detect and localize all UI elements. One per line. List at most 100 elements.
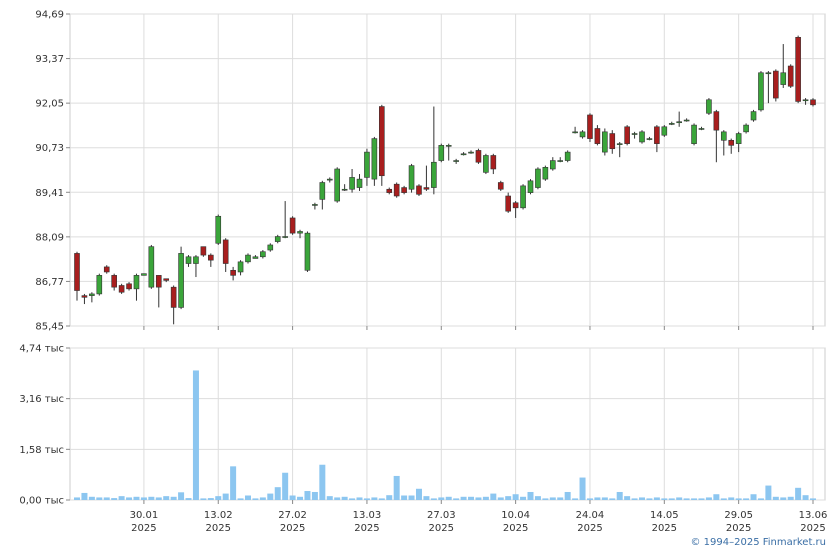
candle-body (765, 72, 772, 75)
candle-body (661, 126, 668, 136)
candle-body (200, 246, 207, 256)
candle-body (118, 285, 125, 293)
x-tick-label: 27.02 2025 (278, 510, 307, 534)
volume-bar (661, 498, 668, 500)
candle-body (215, 215, 222, 244)
volume-bar (148, 496, 155, 500)
y-tick-label: 4,74 тыс (19, 344, 64, 355)
candle-body (170, 286, 177, 308)
volume-bar (557, 497, 564, 500)
candle-body (237, 261, 244, 273)
volume-bar (230, 466, 237, 500)
volume-bar (468, 496, 475, 500)
volume-bar (579, 477, 586, 500)
candle-body (549, 160, 556, 170)
volume-bar (765, 485, 772, 500)
volume-bar (341, 496, 348, 500)
candle-body (631, 133, 638, 135)
candle-body (334, 168, 341, 202)
candle-body (438, 145, 445, 161)
volume-bar (371, 497, 378, 500)
candle-body (720, 131, 727, 141)
candle-body (802, 99, 809, 102)
candle-body (252, 256, 259, 259)
candle-body (133, 275, 140, 290)
candle-body (735, 133, 742, 144)
x-tick-label: 30.01 2025 (130, 510, 159, 534)
candle-body (773, 70, 779, 99)
volume-bar (349, 498, 356, 500)
volume-bar (200, 498, 207, 500)
x-tick-label: 13.02 2025 (204, 510, 233, 534)
candle-body (312, 204, 318, 206)
candle-body (475, 150, 482, 163)
candle-body (728, 139, 735, 146)
candle-body (564, 151, 571, 161)
volume-bar (438, 497, 445, 500)
candle-body (713, 111, 720, 131)
volume-bar (155, 497, 162, 500)
candle-body (393, 183, 400, 197)
candle-body (535, 168, 541, 188)
candle-body (445, 145, 452, 147)
candle-body (683, 119, 690, 122)
y-tick-label: 94,69 (35, 10, 64, 21)
y-tick-label: 0,00 тыс (19, 496, 64, 507)
candle-body (408, 165, 415, 190)
volume-bar (430, 498, 437, 500)
volume-bar (126, 497, 133, 500)
y-tick-label: 93,37 (35, 54, 64, 65)
volume-bar (378, 498, 385, 500)
volume-bar (74, 497, 80, 500)
candle-body (453, 160, 459, 162)
volume-bar (668, 498, 675, 500)
volume-bar (237, 498, 244, 500)
volume-bar (356, 497, 363, 500)
volume-bar (252, 498, 259, 500)
volume-bar (691, 498, 698, 500)
volume-bar (244, 495, 251, 500)
candle-body (587, 114, 593, 139)
volume-bar (222, 493, 229, 500)
candle-body (260, 251, 266, 258)
candle-body (185, 256, 192, 264)
volume-bar (482, 496, 489, 500)
candle-body (364, 151, 370, 178)
candle-body (520, 185, 526, 209)
volume-bar (401, 495, 408, 500)
volume-bar (810, 498, 816, 500)
candle-body (193, 256, 199, 264)
candle-body (698, 128, 705, 130)
candle-body (155, 275, 162, 288)
volume-bar (207, 498, 214, 500)
volume-bar (497, 497, 504, 500)
volume-bar (334, 497, 341, 500)
candle-body (579, 131, 586, 138)
footer[interactable]: © 1994–2025 Finmarket.ru (690, 537, 826, 548)
volume-bar (624, 496, 631, 500)
candle-body (594, 128, 601, 144)
volume-bar (676, 497, 683, 500)
volume-bar (185, 498, 192, 500)
volume-bar (118, 496, 125, 500)
volume-bar (735, 498, 742, 500)
candle-body (267, 244, 274, 251)
volume-bar (304, 491, 311, 500)
candle-body (304, 232, 311, 271)
candle-body (356, 178, 363, 188)
volume-bar (267, 493, 274, 500)
candle-body (468, 151, 474, 154)
volume-bar (505, 496, 512, 500)
x-tick-label: 27.03 2025 (427, 510, 456, 534)
candle-body (758, 72, 764, 111)
candle-body (505, 195, 511, 212)
volume-bar (743, 498, 750, 500)
candle-body (341, 188, 348, 191)
candle-body (141, 273, 147, 276)
candle-body (245, 254, 251, 263)
volume-bar (259, 497, 266, 500)
volume-bar (363, 498, 370, 500)
volume-bar (594, 497, 601, 500)
candle-body (74, 253, 80, 291)
volume-bar (713, 494, 720, 500)
